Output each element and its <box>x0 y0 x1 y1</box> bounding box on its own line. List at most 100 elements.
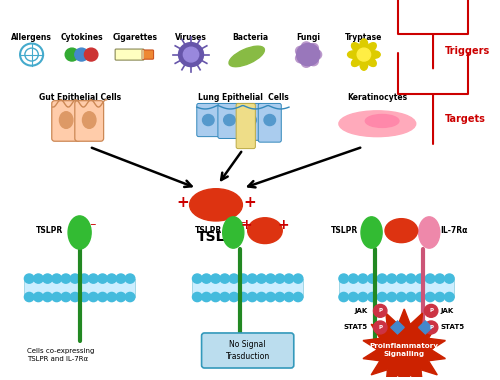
Ellipse shape <box>361 217 382 248</box>
Circle shape <box>24 293 34 302</box>
Circle shape <box>275 274 284 283</box>
Text: Cigarettes: Cigarettes <box>113 33 158 43</box>
FancyBboxPatch shape <box>52 101 80 141</box>
Text: JAK: JAK <box>354 308 368 314</box>
Text: Bacteria: Bacteria <box>232 33 268 43</box>
Text: +: + <box>278 218 289 232</box>
Bar <box>192 279 303 297</box>
FancyBboxPatch shape <box>236 103 256 149</box>
FancyBboxPatch shape <box>197 103 220 137</box>
Circle shape <box>238 293 248 302</box>
Circle shape <box>61 274 70 283</box>
Ellipse shape <box>352 43 362 52</box>
Text: TSLPR: TSLPR <box>194 226 222 235</box>
Text: Cells co-expressing
TSLPR and IL-7Rα: Cells co-expressing TSLPR and IL-7Rα <box>27 348 94 362</box>
Circle shape <box>65 48 78 61</box>
Circle shape <box>178 43 204 66</box>
Circle shape <box>88 274 98 283</box>
FancyBboxPatch shape <box>115 49 144 60</box>
Circle shape <box>211 274 220 283</box>
Circle shape <box>435 274 444 283</box>
Text: +: + <box>241 218 252 232</box>
Circle shape <box>88 293 98 302</box>
Circle shape <box>284 293 294 302</box>
Bar <box>339 279 454 297</box>
Circle shape <box>309 43 318 53</box>
Circle shape <box>70 274 80 283</box>
Circle shape <box>357 48 370 61</box>
Circle shape <box>192 274 202 283</box>
Circle shape <box>229 293 238 302</box>
FancyBboxPatch shape <box>239 103 262 140</box>
Circle shape <box>266 274 276 283</box>
Circle shape <box>229 274 238 283</box>
Circle shape <box>107 293 117 302</box>
Circle shape <box>220 293 230 302</box>
Ellipse shape <box>360 39 368 50</box>
Circle shape <box>125 274 135 283</box>
Ellipse shape <box>60 112 73 128</box>
FancyBboxPatch shape <box>258 103 281 142</box>
Circle shape <box>61 293 70 302</box>
Circle shape <box>80 274 89 283</box>
Bar <box>141 50 144 59</box>
Text: ⁻: ⁻ <box>89 222 96 234</box>
Circle shape <box>358 274 368 283</box>
Ellipse shape <box>264 114 276 125</box>
Circle shape <box>312 50 322 59</box>
Circle shape <box>424 321 438 334</box>
Circle shape <box>416 293 426 302</box>
Circle shape <box>34 274 43 283</box>
Polygon shape <box>363 309 446 380</box>
Circle shape <box>248 293 257 302</box>
Text: P: P <box>378 308 382 313</box>
Polygon shape <box>418 321 432 334</box>
Ellipse shape <box>360 59 368 70</box>
Circle shape <box>348 274 358 283</box>
Circle shape <box>248 274 257 283</box>
Ellipse shape <box>190 189 242 221</box>
Text: TSLP: TSLP <box>196 230 235 244</box>
Circle shape <box>34 293 43 302</box>
Circle shape <box>256 293 266 302</box>
Circle shape <box>378 293 387 302</box>
Text: Cytokines: Cytokines <box>60 33 103 43</box>
Ellipse shape <box>248 218 282 244</box>
Ellipse shape <box>68 216 91 249</box>
Circle shape <box>266 293 276 302</box>
Text: ⁻: ⁻ <box>240 218 246 232</box>
Ellipse shape <box>202 114 214 125</box>
Text: Viruses: Viruses <box>175 33 207 43</box>
FancyBboxPatch shape <box>202 333 294 368</box>
Text: +: + <box>243 195 256 211</box>
Text: TSLPR: TSLPR <box>331 226 358 235</box>
Text: +: + <box>176 195 188 211</box>
Circle shape <box>70 293 80 302</box>
Circle shape <box>368 274 378 283</box>
FancyBboxPatch shape <box>142 50 154 59</box>
Text: Tryptase: Tryptase <box>345 33 383 43</box>
Circle shape <box>358 293 368 302</box>
Text: No Signal
Trasduction: No Signal Trasduction <box>226 340 270 361</box>
Circle shape <box>75 48 88 61</box>
Circle shape <box>416 274 426 283</box>
Circle shape <box>116 293 126 302</box>
Circle shape <box>202 293 211 302</box>
Circle shape <box>296 46 305 55</box>
Circle shape <box>378 274 387 283</box>
Circle shape <box>220 274 230 283</box>
Bar <box>24 279 135 297</box>
Text: Triggers: Triggers <box>444 46 490 56</box>
Circle shape <box>309 57 318 66</box>
Circle shape <box>52 293 62 302</box>
Text: Fungi: Fungi <box>296 33 320 43</box>
Circle shape <box>426 274 435 283</box>
Text: Proinflammatory
Signalling: Proinflammatory Signalling <box>370 342 438 356</box>
Circle shape <box>387 274 396 283</box>
Circle shape <box>84 48 98 61</box>
Ellipse shape <box>222 217 244 248</box>
Circle shape <box>368 293 378 302</box>
Circle shape <box>302 58 311 67</box>
Circle shape <box>24 274 34 283</box>
Circle shape <box>296 54 305 63</box>
